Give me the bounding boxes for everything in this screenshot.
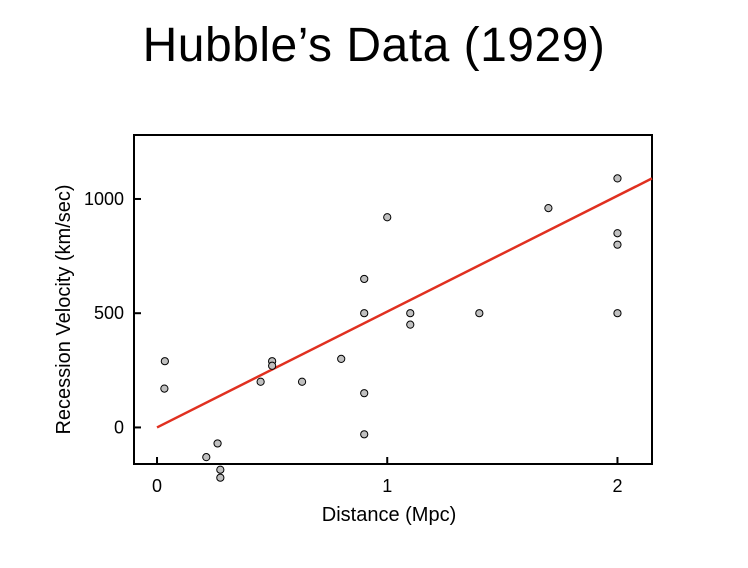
- y-tick-label: 0: [114, 417, 124, 437]
- fit-line-layer: [156, 177, 653, 429]
- data-point: [360, 389, 369, 398]
- data-point: [297, 377, 307, 386]
- x-tick-label: 2: [612, 476, 622, 496]
- data-point: [160, 357, 169, 366]
- data-point: [160, 384, 169, 393]
- data-point: [268, 361, 277, 370]
- data-point: [213, 439, 222, 448]
- data-point: [544, 204, 553, 213]
- y-tick-label: 500: [94, 303, 124, 323]
- data-point: [216, 473, 225, 482]
- data-point: [613, 240, 622, 249]
- data-point: [613, 174, 622, 183]
- data-point: [613, 229, 622, 238]
- data-point: [360, 274, 369, 284]
- data-point: [337, 354, 346, 364]
- axis-ticks: 0 1 2 0 500 1000: [84, 189, 623, 496]
- data-point: [613, 309, 622, 318]
- y-axis-label: Recession Velocity (km/sec): [53, 184, 75, 434]
- chart-title: Hubble’s Data (1929): [142, 19, 606, 72]
- x-tick-label: 1: [382, 476, 392, 496]
- data-point: [406, 309, 415, 318]
- data-point: [360, 309, 369, 318]
- y-tick-label: 1000: [84, 189, 124, 209]
- plot-frame: [133, 134, 653, 465]
- data-point: [360, 430, 369, 439]
- data-point: [475, 309, 484, 318]
- regression-line: [156, 177, 653, 429]
- data-point: [256, 377, 265, 386]
- x-tick-label: 0: [152, 476, 162, 496]
- data-points: [160, 174, 622, 482]
- data-point: [216, 465, 225, 474]
- data-point: [406, 320, 415, 329]
- data-point: [383, 213, 392, 222]
- data-point: [202, 453, 211, 462]
- x-axis-label: Distance (Mpc): [322, 504, 456, 526]
